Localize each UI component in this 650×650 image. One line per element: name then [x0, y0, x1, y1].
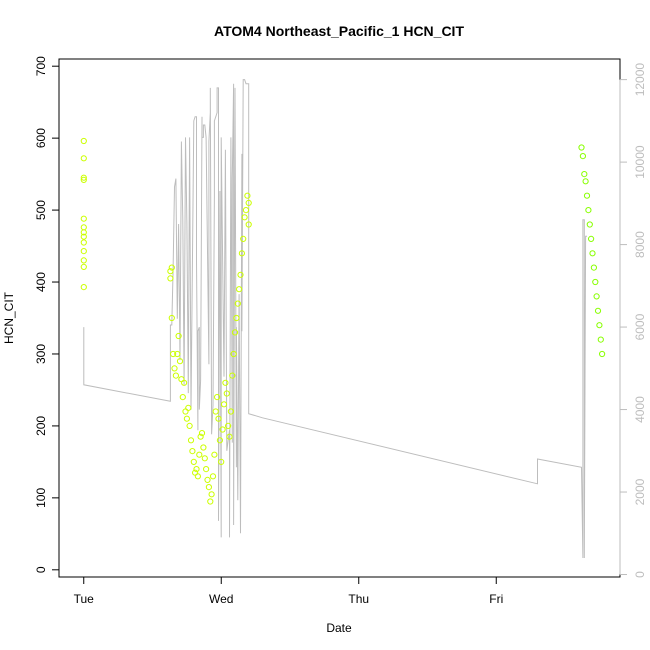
line-series-right: [84, 80, 587, 558]
scatter-point: [81, 249, 86, 254]
x-axis-label: Date: [326, 621, 352, 635]
scatter-point: [584, 193, 589, 198]
scatter-point: [213, 409, 218, 414]
scatter-point: [579, 145, 584, 150]
scatter-point: [580, 154, 585, 159]
y-tick-label-left: 200: [34, 416, 48, 436]
scatter-point: [206, 485, 211, 490]
scatter-point: [186, 405, 191, 410]
scatter-point: [187, 423, 192, 428]
x-tick-label: Tue: [74, 592, 95, 606]
y-tick-label-left: 300: [34, 344, 48, 364]
scatter-point: [223, 380, 228, 385]
scatter-point: [81, 225, 86, 230]
y-tick-label-left: 0: [34, 566, 48, 573]
y-tick-label-left: 400: [34, 272, 48, 292]
y-axis-label: HCN_CIT: [2, 291, 16, 344]
scatter-point: [81, 156, 86, 161]
x-tick-label: Wed: [209, 592, 233, 606]
scatter-point: [81, 285, 86, 290]
scatter-point: [590, 251, 595, 256]
y-tick-label-right: 12000: [633, 63, 647, 97]
scatter-point: [81, 264, 86, 269]
x-tick-label: Thu: [348, 592, 369, 606]
y-tick-label-right: 6000: [633, 313, 647, 340]
scatter-point: [195, 474, 200, 479]
y-tick-label-left: 700: [34, 56, 48, 76]
scatter-point: [168, 276, 173, 281]
scatter-point: [593, 279, 598, 284]
y-tick-label-right: 0: [633, 571, 647, 578]
scatter-point: [81, 258, 86, 263]
scatter-point: [591, 265, 596, 270]
y-tick-label-right: 2000: [633, 478, 647, 505]
scatter-point: [212, 452, 217, 457]
y-tick-label-left: 100: [34, 488, 48, 508]
scatter-point: [600, 351, 605, 356]
scatter-point: [221, 402, 226, 407]
y-tick-label-right: 10000: [633, 145, 647, 179]
scatter-point: [205, 477, 210, 482]
y-axis-right: 0 2000 4000 6000 8000 10000 12000: [620, 63, 647, 578]
scatter-point: [245, 193, 250, 198]
scatter-point: [81, 240, 86, 245]
scatter-point: [594, 294, 599, 299]
scatter-point: [243, 208, 248, 213]
scatter-point: [587, 222, 592, 227]
x-tick-label: Fri: [489, 592, 503, 606]
y-tick-label-right: 8000: [633, 231, 647, 258]
scatter-point: [583, 179, 588, 184]
scatter-point: [190, 449, 195, 454]
scatter-point: [183, 409, 188, 414]
scatter-point: [595, 308, 600, 313]
scatter-point: [586, 208, 591, 213]
plot-frame: [59, 59, 620, 577]
scatter-point: [81, 138, 86, 143]
scatter-point: [179, 377, 184, 382]
scatter-point: [208, 499, 213, 504]
scatter-point: [202, 456, 207, 461]
scatter-point: [180, 395, 185, 400]
scatter-point: [191, 459, 196, 464]
scatter-point: [173, 373, 178, 378]
plot-area: [81, 80, 605, 558]
scatter-point: [597, 323, 602, 328]
y-tick-label-right: 4000: [633, 396, 647, 423]
scatter-point: [81, 216, 86, 221]
scatter-point: [204, 467, 209, 472]
x-axis: Tue Wed Thu Fri: [74, 577, 504, 606]
y-tick-label-left: 500: [34, 200, 48, 220]
scatter-point: [209, 492, 214, 497]
scatter-point: [172, 366, 177, 371]
chart-title: ATOM4 Northeast_Pacific_1 HCN_CIT: [214, 23, 464, 39]
scatter-point: [582, 172, 587, 177]
scatter-point: [184, 416, 189, 421]
y-tick-label-left: 600: [34, 128, 48, 148]
scatter-point: [598, 337, 603, 342]
scatter-point: [197, 452, 202, 457]
scatter-point: [589, 236, 594, 241]
scatter-point: [188, 438, 193, 443]
y-axis-left: 0 100 200 300 400 500 600 700: [34, 56, 59, 573]
scatter-point: [210, 474, 215, 479]
scatter-point: [201, 445, 206, 450]
